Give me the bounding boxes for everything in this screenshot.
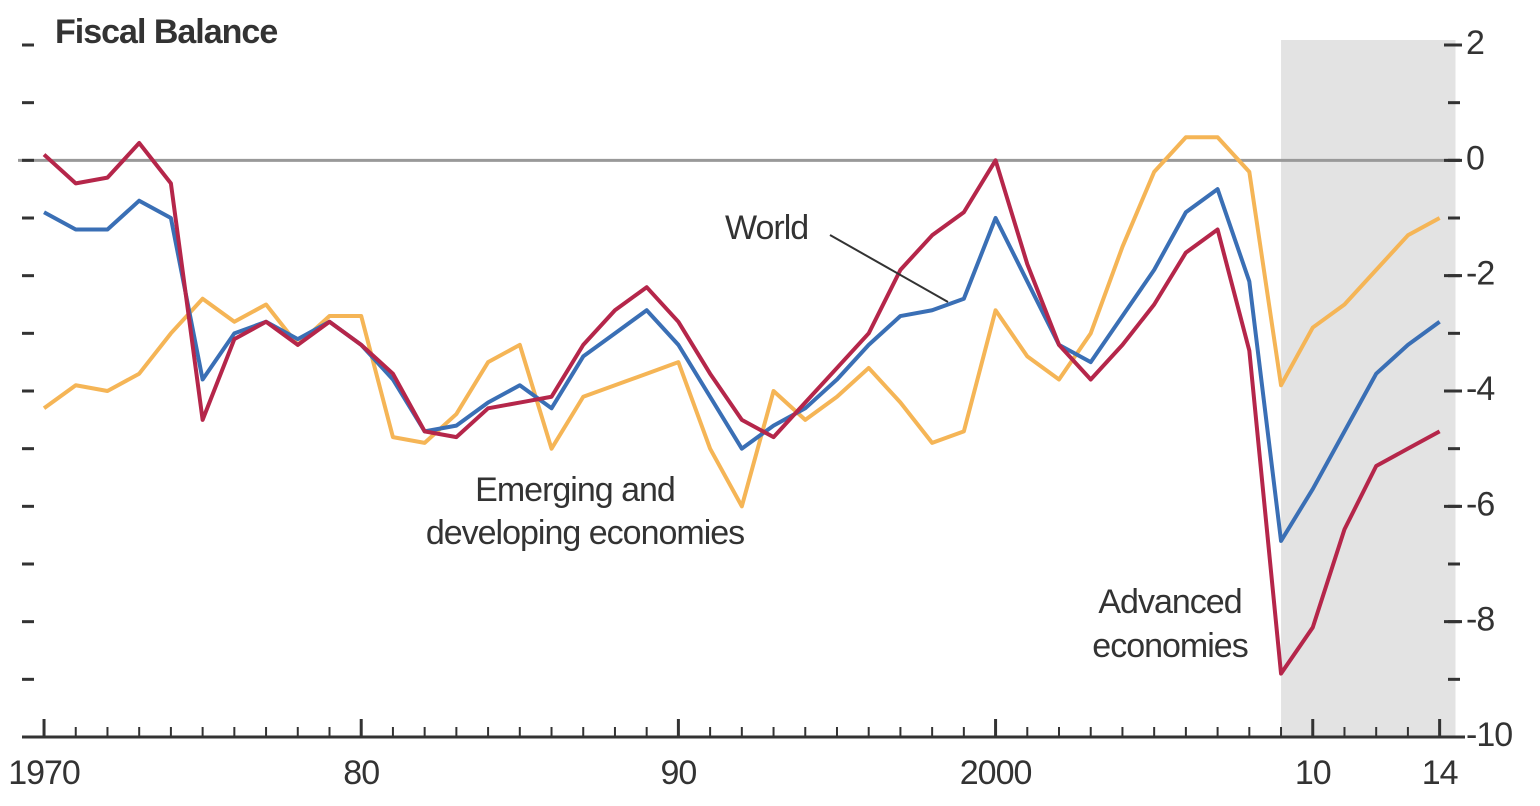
y-tick-label: -4 [1466, 370, 1494, 408]
annotation: Emerging and [475, 471, 675, 509]
y-tick-label: -2 [1466, 255, 1494, 293]
y-tick-label: 0 [1466, 139, 1484, 177]
y-tick-label: -6 [1466, 485, 1494, 523]
annotation: economies [1092, 627, 1247, 665]
annotation: developing economies [426, 514, 744, 552]
chart-title: Fiscal Balance [55, 13, 277, 51]
x-tick-label: 2000 [960, 754, 1032, 792]
y-tick-label: -10 [1466, 716, 1512, 754]
series-line [42, 135, 1441, 509]
annotation-leader [829, 234, 949, 303]
x-tick-label: 90 [660, 754, 696, 792]
x-tick-label: 10 [1295, 754, 1331, 792]
x-tick-label: 1970 [8, 754, 80, 792]
annotation: World [725, 209, 808, 247]
x-tick-label: 80 [343, 754, 379, 792]
x-tick-label: 14 [1422, 754, 1458, 792]
annotation: Advanced [1098, 583, 1241, 621]
y-tick-label: 2 [1466, 24, 1484, 62]
series-line [42, 141, 1441, 676]
y-tick-label: -8 [1466, 601, 1494, 639]
